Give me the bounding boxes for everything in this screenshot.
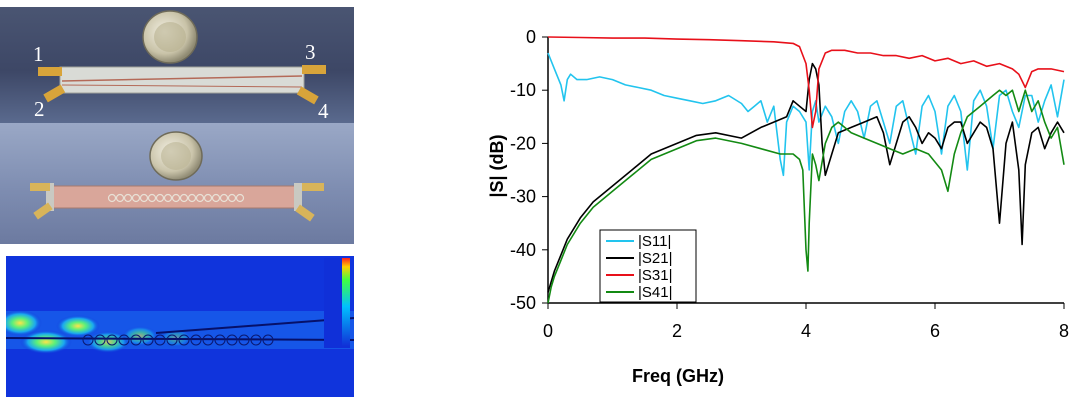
- port-label-4: 4: [318, 99, 329, 123]
- series-lines: [547, 36, 1065, 304]
- x-tick-label: 6: [930, 321, 940, 341]
- series-line-s31: [547, 36, 1065, 129]
- y-tick-label: 0: [526, 27, 536, 47]
- legend: |S11||S21||S31||S41|: [599, 229, 697, 303]
- port-label-1: 1: [33, 42, 44, 66]
- legend-label-s11: |S11|: [638, 233, 671, 250]
- coupler-top-artwork: [38, 10, 326, 105]
- x-tick-label: 8: [1059, 321, 1069, 341]
- series-line-s41: [547, 89, 1065, 304]
- legend-label-s41: |S41|: [638, 284, 672, 301]
- y-tick-label: -40: [510, 240, 536, 260]
- x-tick-label: 2: [672, 321, 682, 341]
- s-parameter-chart: 0 2 4 6 8 0 -10 -20 -30 -40 -50 Freq (GHz) |S| (dB…: [487, 27, 1069, 386]
- x-tick-label: 4: [801, 321, 811, 341]
- field-distribution-artwork: [6, 256, 354, 397]
- coupler-top-photo: 1 2 3 4: [0, 7, 354, 123]
- series-line-s21: [547, 62, 1065, 293]
- y-tick-label: -50: [510, 293, 536, 313]
- x-axis-label: Freq (GHz): [632, 366, 724, 386]
- axes: [542, 36, 1065, 309]
- port-label-3: 3: [305, 40, 316, 64]
- legend-label-s31: |S31|: [638, 267, 672, 284]
- y-tick-label: -10: [510, 80, 536, 100]
- field-distribution-map: [6, 256, 354, 397]
- series-line-s11: [547, 52, 1065, 177]
- coupler-bottom-photo: [0, 123, 354, 244]
- y-tick-label: -30: [510, 187, 536, 207]
- coupler-bottom-artwork: [30, 131, 324, 222]
- port-label-2: 2: [34, 97, 45, 121]
- y-tick-label: -20: [510, 133, 536, 153]
- y-axis-label: |S| (dB): [487, 134, 507, 197]
- x-tick-label: 0: [543, 321, 553, 341]
- legend-label-s21: |S21|: [638, 250, 672, 267]
- tick-labels: 0 2 4 6 8 0 -10 -20 -30 -40 -50: [510, 27, 1069, 341]
